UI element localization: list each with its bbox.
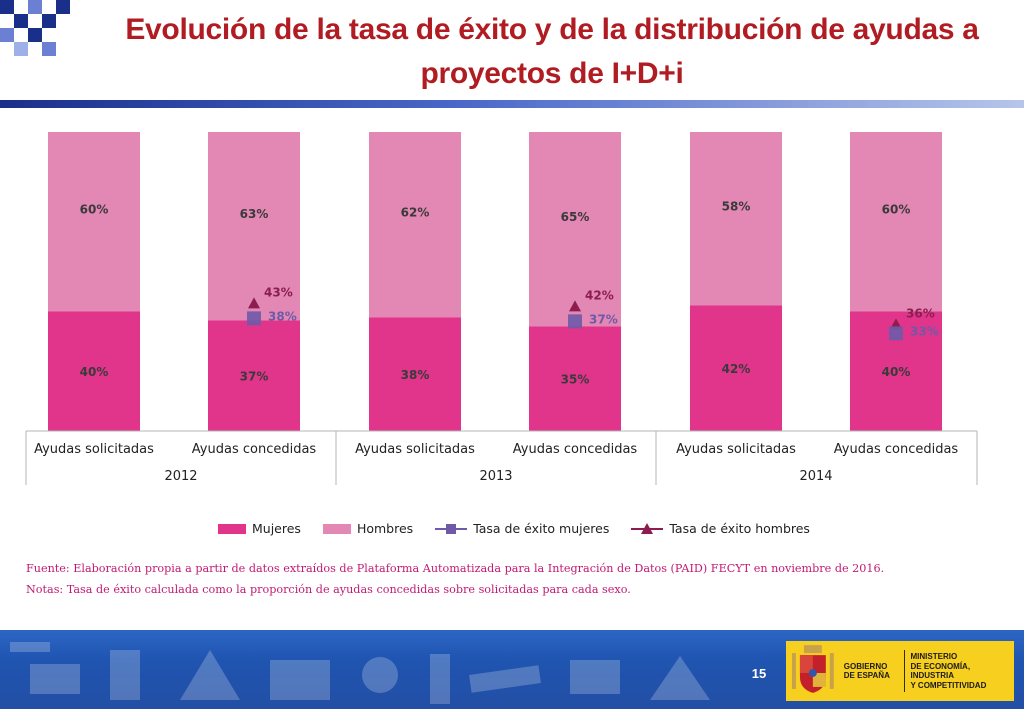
bar-hombres-3: [529, 132, 621, 327]
chart-notes: Fuente: Elaboración propia a partir de d…: [26, 558, 1006, 600]
logo-divider: [903, 650, 905, 692]
data-label-mujeres-0: 40%: [80, 365, 109, 379]
page-number: 15: [751, 666, 767, 681]
legend-label-mujeres: Mujeres: [252, 521, 301, 536]
bar-mujeres-3: [529, 326, 621, 431]
bar-hombres-4: [690, 132, 782, 306]
legend-marker-triangle-icon: [631, 522, 664, 534]
slide-title: Evolución de la tasa de éxito y de la di…: [80, 8, 1024, 96]
year-label-2014: 2014: [799, 469, 832, 484]
method-note: Notas: Tasa de éxito calculada como la p…: [26, 583, 631, 596]
legend-label-tasa-hombres: Tasa de éxito hombres: [669, 521, 810, 536]
stacked-bar-chart: 60% 40% 63% 37% 62% 38% 65% 35% 58% 42% 60% 40% Ayud…: [25, 132, 978, 485]
marker-tasa-hombres-1: [248, 297, 260, 309]
year-label-2012: 2012: [164, 469, 197, 484]
rate-label-mujeres-5: 33%: [910, 324, 939, 338]
legend-label-tasa-mujeres: Tasa de éxito mujeres: [473, 521, 610, 536]
chart-legend: Mujeres Hombres Tasa de éxito mujeres Ta…: [218, 521, 810, 536]
legend-item-mujeres: Mujeres: [218, 521, 301, 536]
footer-heraldry-pattern: [10, 642, 710, 704]
coat-of-arms-icon: [791, 645, 834, 693]
marker-tasa-mujeres-3: [568, 314, 582, 329]
category-label-1: Ayudas concedidas: [192, 442, 317, 457]
title-divider: [0, 100, 1024, 108]
bar-hombres-5: [850, 132, 942, 312]
data-label-hombres-3: 65%: [561, 210, 590, 224]
legend-swatch-hombres: [322, 523, 351, 534]
category-label-5: Ayudas concedidas: [834, 442, 959, 457]
marker-tasa-mujeres-5: [889, 326, 903, 341]
marker-tasa-mujeres-1: [247, 311, 261, 326]
gobierno-line-1: GOBIERNO: [843, 661, 888, 671]
bar-mujeres-4: [690, 305, 782, 431]
bar-mujeres-2: [369, 317, 461, 431]
category-label-3: Ayudas concedidas: [513, 442, 638, 457]
rate-label-hombres-1: 43%: [264, 285, 293, 299]
category-label-2: Ayudas solicitadas: [355, 442, 475, 457]
marker-tasa-hombres-3: [569, 300, 581, 312]
data-label-mujeres-1: 37%: [240, 370, 269, 384]
bar-hombres-0: [48, 132, 140, 312]
rate-label-hombres-3: 42%: [585, 288, 614, 302]
legend-swatch-mujeres: [218, 523, 246, 534]
data-label-hombres-2: 62%: [401, 206, 430, 220]
data-label-mujeres-5: 40%: [882, 365, 911, 379]
legend-item-hombres: Hombres: [322, 521, 414, 536]
bar-hombres-2: [369, 132, 461, 318]
legend-label-hombres: Hombres: [356, 521, 414, 536]
bar-hombres-1: [208, 132, 300, 321]
ministerio-line-2: DE ECONOMÍA, INDUSTRIA: [910, 661, 971, 681]
bar-mujeres-1: [208, 320, 300, 431]
category-label-0: Ayudas solicitadas: [34, 442, 154, 457]
government-logo: GOBIERNO DE ESPAÑA MINISTERIO DE ECONOMÍ…: [786, 641, 1014, 701]
rate-label-hombres-5: 36%: [906, 306, 935, 320]
data-label-mujeres-2: 38%: [401, 368, 430, 382]
gobierno-label: GOBIERNO DE ESPAÑA: [844, 662, 898, 681]
data-label-hombres-4: 58%: [722, 200, 751, 214]
data-label-mujeres-4: 42%: [722, 362, 751, 376]
data-label-hombres-1: 63%: [240, 207, 269, 221]
category-label-4: Ayudas solicitadas: [676, 442, 796, 457]
data-label-hombres-5: 60%: [882, 203, 911, 217]
data-label-hombres-0: 60%: [80, 203, 109, 217]
year-label-2013: 2013: [479, 469, 512, 484]
legend-item-tasa-hombres: Tasa de éxito hombres: [631, 521, 810, 536]
ministerio-label: MINISTERIO DE ECONOMÍA, INDUSTRIA Y COMP…: [911, 652, 1015, 690]
rate-label-mujeres-1: 38%: [268, 309, 297, 323]
source-note: Fuente: Elaboración propia a partir de d…: [26, 562, 885, 575]
corner-decoration: [0, 0, 70, 56]
ministerio-line-3: Y COMPETITIVIDAD: [910, 680, 987, 690]
gobierno-line-2: DE ESPAÑA: [843, 671, 890, 680]
ministerio-line-1: MINISTERIO: [910, 652, 958, 661]
slide-title-line-1: Evolución de la tasa de éxito y de la di…: [125, 13, 979, 46]
bar-mujeres-0: [48, 311, 140, 431]
rate-label-mujeres-3: 37%: [589, 312, 618, 326]
data-label-mujeres-3: 35%: [561, 373, 590, 387]
legend-marker-square-icon: [435, 523, 468, 534]
legend-item-tasa-mujeres: Tasa de éxito mujeres: [435, 521, 609, 536]
slide-title-line-2: proyectos de I+D+i: [420, 57, 684, 90]
